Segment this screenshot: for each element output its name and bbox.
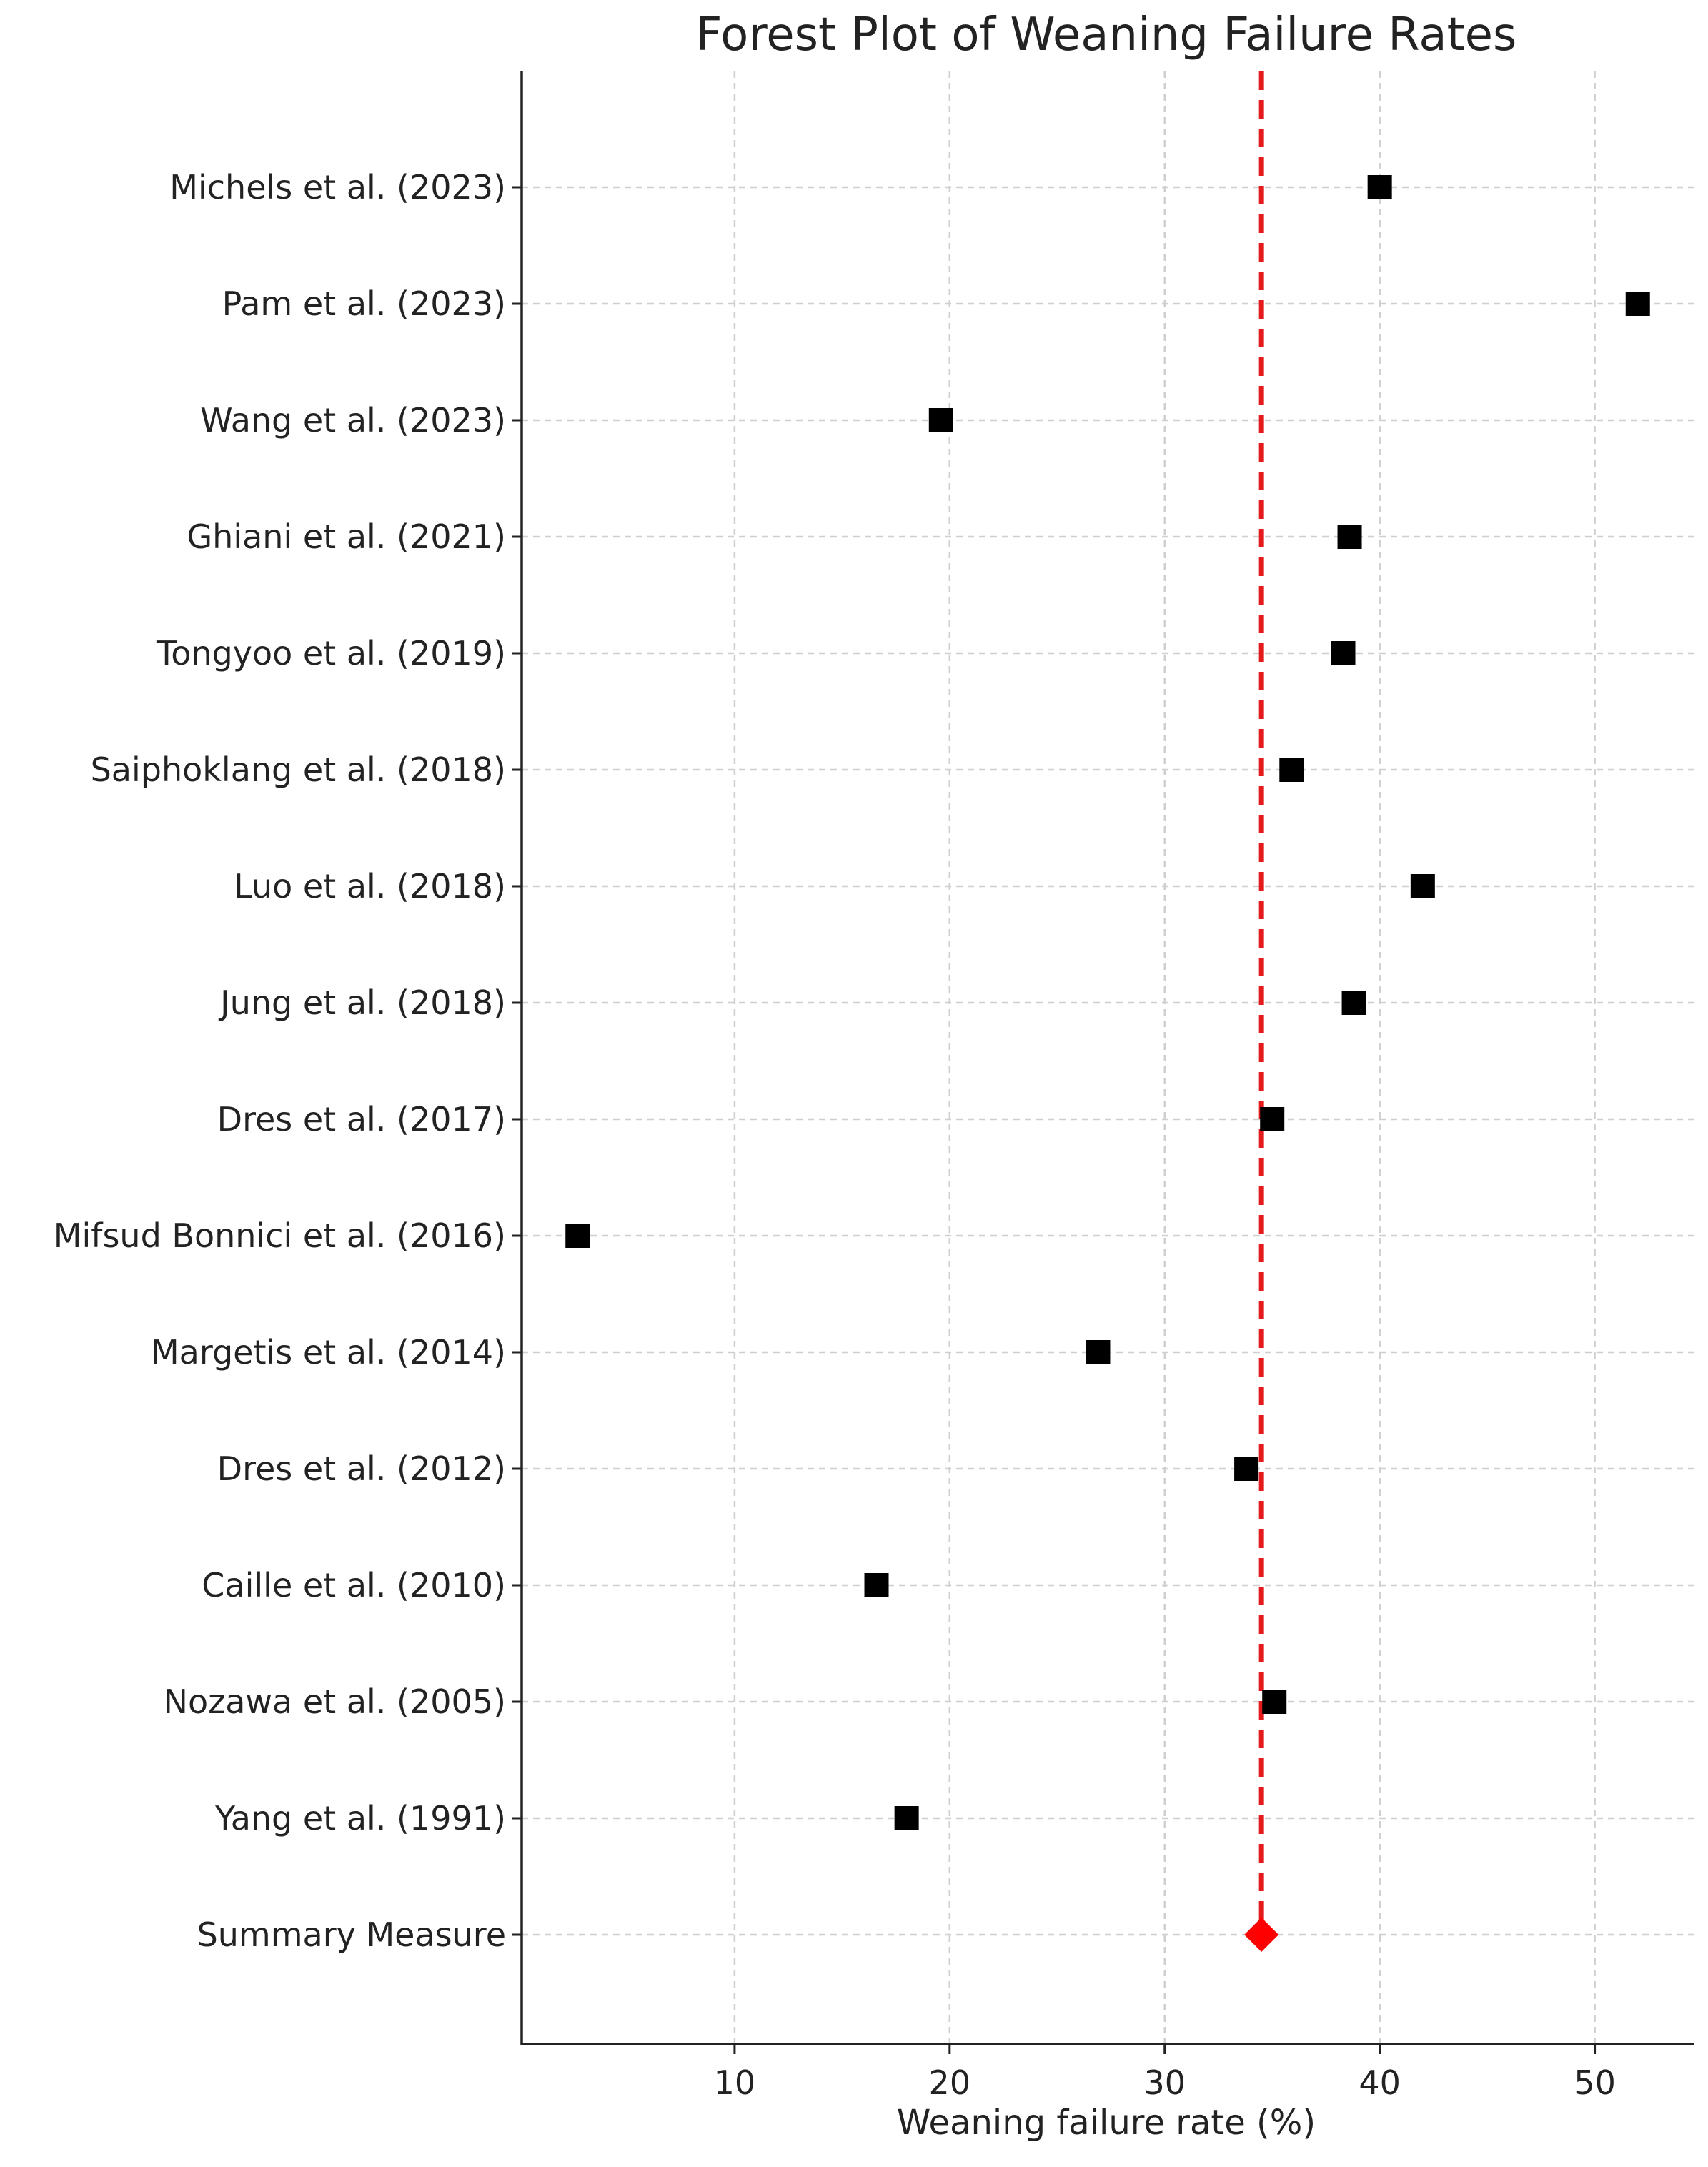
study-square-marker [928, 408, 953, 432]
study-label: Ghiani et al. (2021) [187, 517, 506, 556]
axis-spines [520, 71, 1694, 2045]
study-label: Michels et al. (2023) [169, 168, 506, 207]
x-tick-label: 50 [1574, 2063, 1616, 2102]
study-label: Wang et al. (2023) [200, 401, 506, 440]
study-label: Caille et al. (2010) [202, 1566, 506, 1605]
study-square-marker [1262, 1690, 1287, 1714]
study-square-marker [1331, 641, 1356, 665]
x-tick-label: 30 [1143, 2063, 1186, 2102]
study-square-marker [1341, 991, 1366, 1015]
x-tick-label: 20 [929, 2063, 971, 2102]
study-square-marker [864, 1573, 889, 1597]
study-label: Nozawa et al. (2005) [164, 1682, 506, 1721]
study-square-marker [1367, 175, 1392, 199]
study-label: Margetis et al. (2014) [151, 1333, 506, 1372]
study-square-marker [1337, 525, 1362, 549]
study-label: Mifsud Bonnici et al. (2016) [54, 1216, 506, 1255]
study-square-marker [894, 1806, 919, 1830]
study-label: Dres et al. (2012) [217, 1449, 506, 1488]
study-label: Saiphoklang et al. (2018) [91, 750, 506, 789]
study-label: Pam et al. (2023) [222, 284, 506, 323]
study-square-marker [1260, 1107, 1285, 1131]
chart-title: Forest Plot of Weaning Failure Rates [696, 9, 1517, 61]
grid-layer [522, 71, 1694, 2044]
study-square-marker [1625, 292, 1650, 316]
study-square-marker [1086, 1340, 1111, 1364]
study-square-marker [1410, 874, 1435, 898]
marker-layer [565, 175, 1650, 1952]
study-square-marker [1279, 758, 1304, 782]
study-label: Dres et al. (2017) [217, 1100, 506, 1139]
summary-diamond-marker [1244, 1918, 1279, 1952]
x-axis-label: Weaning failure rate (%) [897, 2103, 1316, 2143]
study-square-marker [565, 1224, 590, 1248]
x-tick-label: 10 [714, 2063, 756, 2102]
label-layer: Michels et al. (2023) Pam et al. (2023) Wa… [54, 168, 506, 1954]
study-label: Yang et al. (1991) [214, 1799, 506, 1838]
study-label: Jung et al. (2018) [218, 983, 506, 1022]
x-tick-label: 40 [1359, 2063, 1401, 2102]
study-label: Tongyoo et al. (2019) [156, 634, 506, 673]
summary-label: Summary Measure [197, 1915, 506, 1954]
study-label: Luo et al. (2018) [234, 867, 506, 906]
axis-layer: 10 20 30 40 50 [512, 71, 1694, 2102]
study-square-marker [1234, 1457, 1259, 1481]
